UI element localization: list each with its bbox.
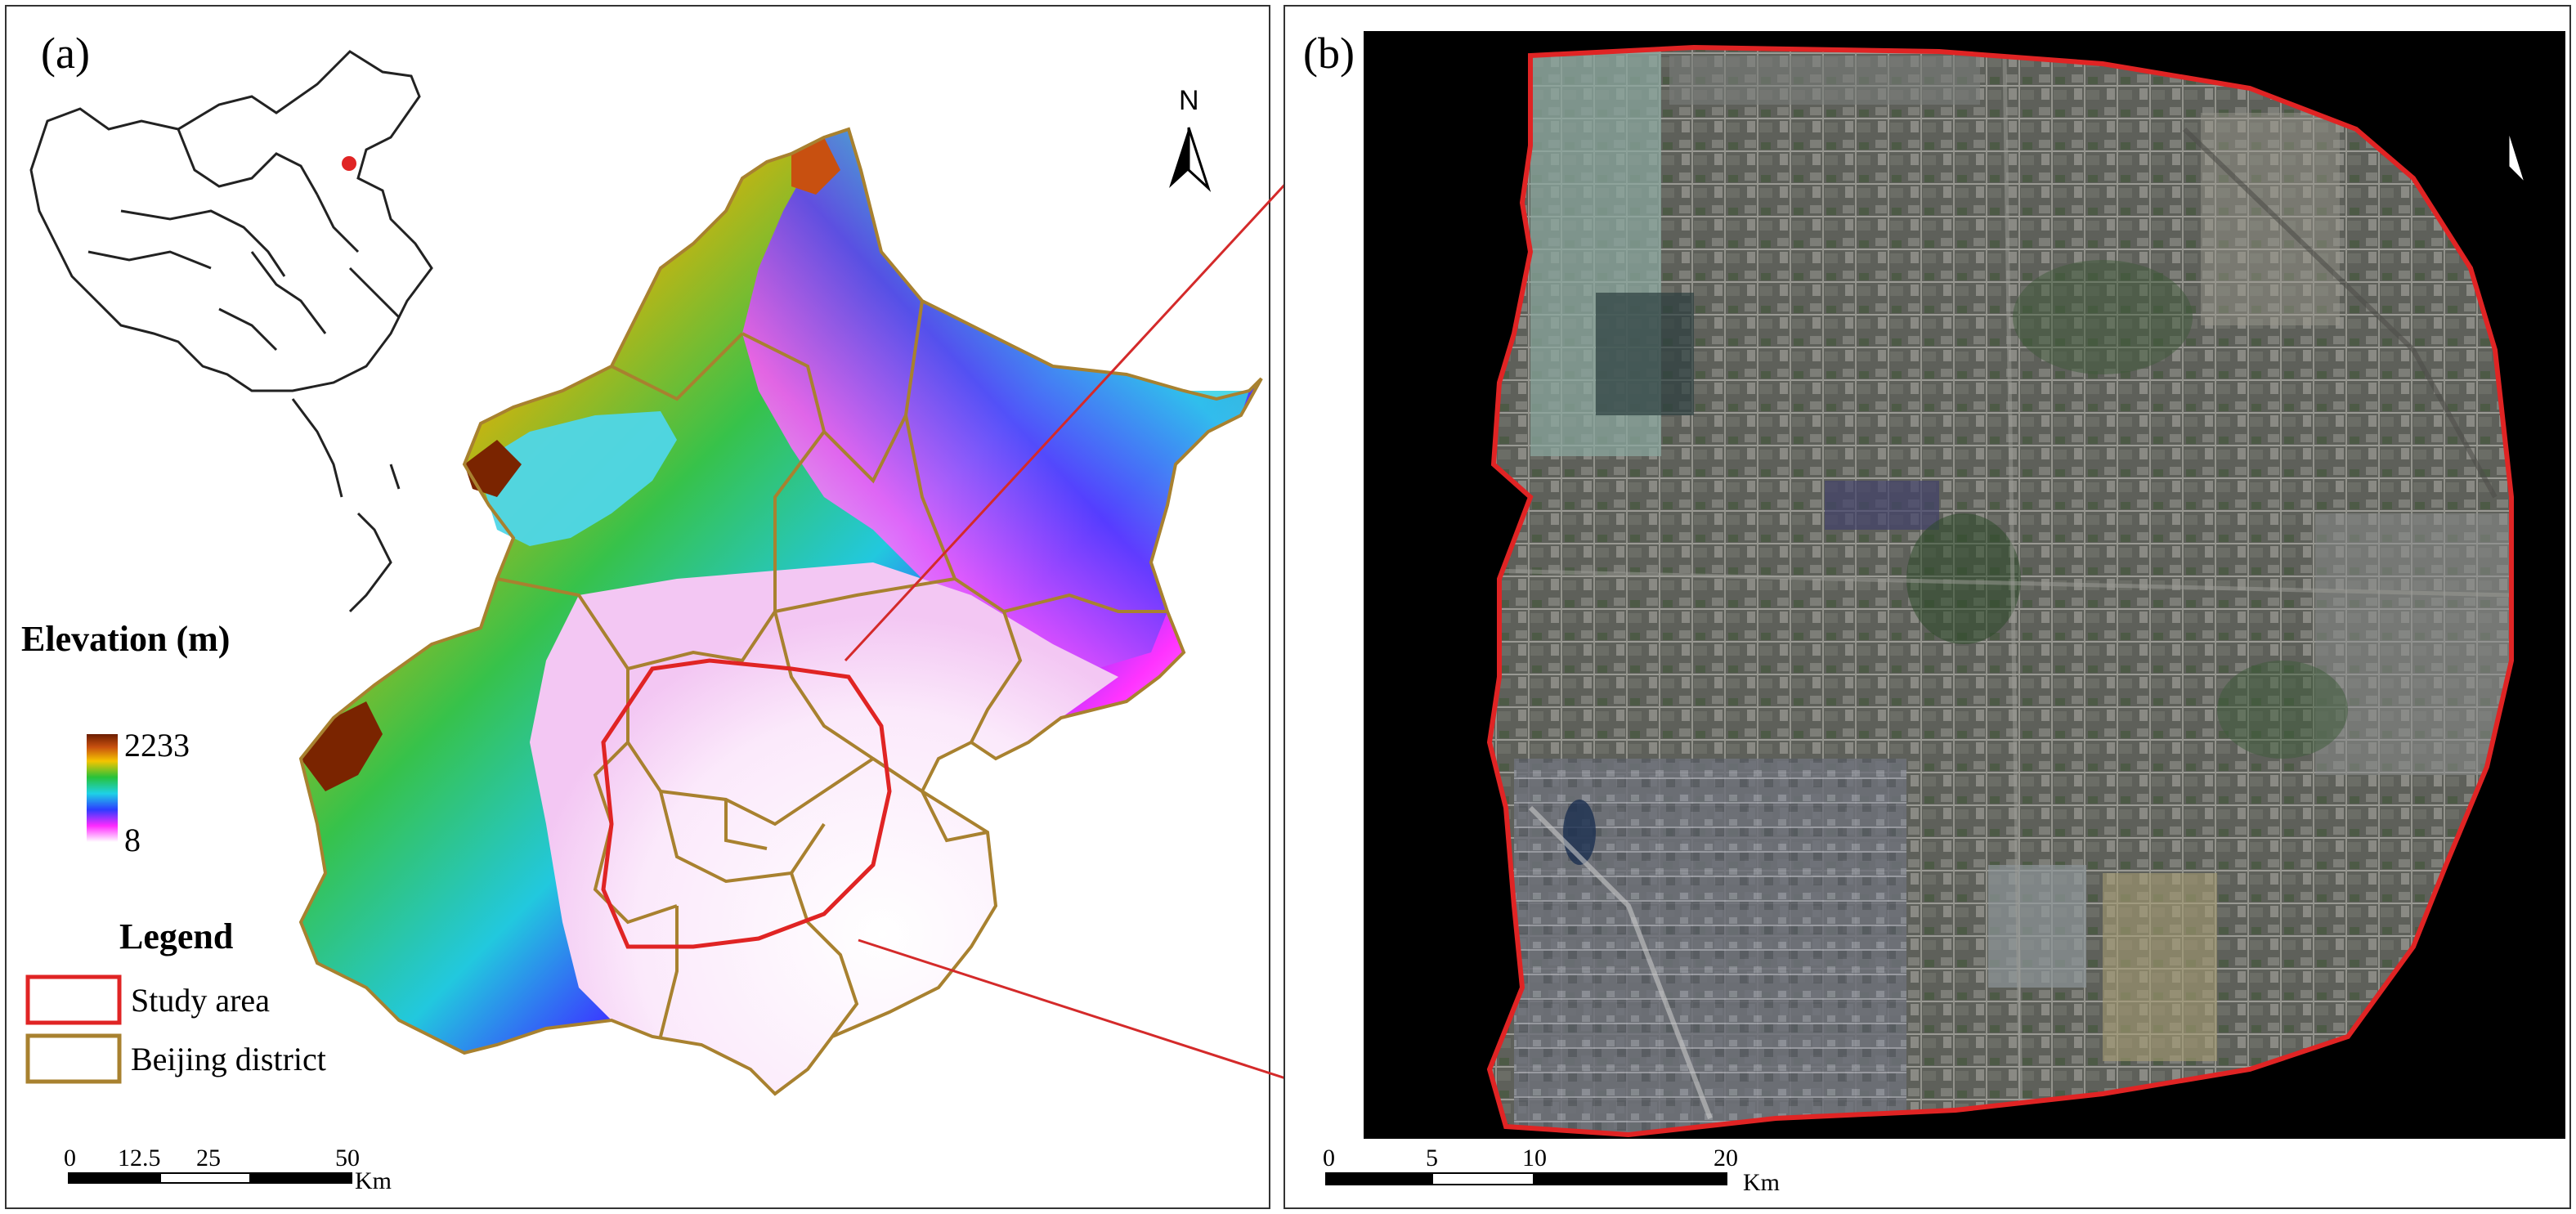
north-label-a: N: [1179, 85, 1199, 116]
beijing-location-marker: [342, 156, 356, 171]
panel-a-map-canvas: [25, 50, 1263, 1184]
scale-a-tick-2: 25: [196, 1145, 221, 1171]
scale-b-tick-0: 0: [1323, 1145, 1335, 1171]
panel-b-satellite-map: (b): [1284, 5, 2571, 1209]
scale-b-tick-1: 5: [1426, 1145, 1438, 1171]
elevation-colorbar: [87, 734, 118, 842]
study-area-outline: [1486, 44, 2514, 1138]
elevation-max-label: 2233: [124, 727, 190, 764]
beijing-district-boundaries: [298, 127, 1263, 1096]
north-label-b: N: [2498, 83, 2519, 114]
study-area-boundary: [601, 658, 892, 949]
scale-bar-a: [68, 1172, 352, 1184]
panel-b-map-canvas: [1325, 31, 2565, 1185]
panel-a-elevation-map: (a): [5, 5, 1270, 1209]
legend-district-label: Beijing district: [131, 1041, 326, 1077]
legend-study-area-swatch: [25, 974, 122, 1025]
scale-b-tick-2: 10: [1522, 1145, 1547, 1171]
scale-a-unit: Km: [355, 1167, 392, 1194]
legend-district-swatch: [25, 1033, 122, 1084]
scale-b-unit: Km: [1743, 1169, 1780, 1196]
scale-a-tick-3: 50: [335, 1145, 360, 1171]
elevation-min-label: 8: [124, 822, 141, 858]
scale-bar-b: [1325, 1172, 1727, 1185]
china-inset-map: [29, 50, 433, 613]
scale-b-tick-3: 20: [1714, 1145, 1738, 1171]
scale-a-tick-0: 0: [64, 1145, 76, 1171]
legend-study-area-label: Study area: [131, 982, 270, 1019]
panel-a-label: (a): [41, 29, 90, 78]
elevation-title: Elevation (m): [21, 619, 231, 659]
north-arrow-a: [1169, 127, 1212, 192]
panel-b-label: (b): [1303, 29, 1355, 78]
north-arrow-b: [2490, 127, 2528, 186]
legend-title: Legend: [119, 916, 234, 956]
scale-a-tick-1: 12.5: [118, 1145, 161, 1171]
satellite-imagery: [1490, 47, 2511, 1135]
